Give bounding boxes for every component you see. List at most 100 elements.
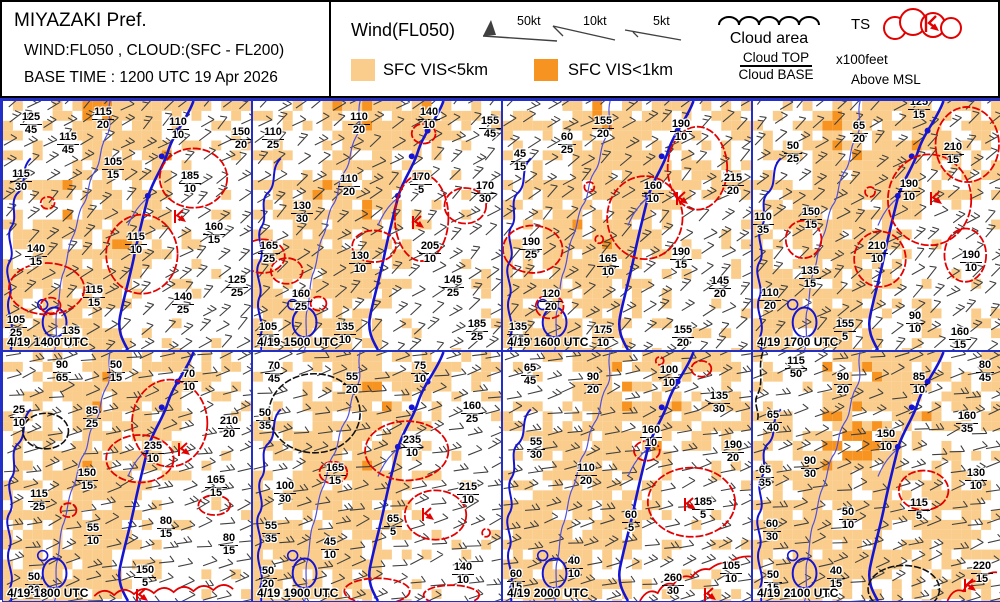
bay-loop	[541, 557, 568, 590]
red-cloud-outline	[864, 186, 876, 198]
vis1-label: SFC VIS<1km	[568, 61, 673, 79]
lake-outline	[36, 549, 49, 562]
red-cloud-outline	[309, 295, 328, 312]
black-cloud-contour	[22, 412, 70, 450]
river-branch	[627, 197, 649, 226]
west-coast-line	[506, 408, 532, 601]
cloud-top-base-legend: Cloud TOP Cloud BASE	[726, 50, 826, 82]
west-coast-line	[756, 157, 782, 350]
estuary-dot	[158, 404, 165, 411]
wind-barb-10kt: 10kt	[549, 14, 627, 49]
bay-loop	[291, 557, 318, 590]
red-cloud-outline	[105, 213, 179, 295]
red-cloud-outline	[481, 527, 491, 538]
panel-timestamp: 4/19 1400 UTC	[7, 335, 89, 349]
wind-barb-50kt: 50kt	[479, 14, 569, 49]
bay-loop	[291, 306, 318, 339]
river-line	[304, 101, 361, 350]
estuary-dot	[408, 153, 415, 160]
red-cloud-outline	[853, 230, 907, 288]
panel-timestamp: 4/19 1700 UTC	[757, 335, 839, 349]
black-cloud-contour	[867, 564, 941, 601]
thunderstorm-icon	[412, 215, 424, 229]
river-branch	[627, 448, 649, 477]
thunderstorm-icon	[676, 191, 688, 205]
red-cloud-outline	[443, 187, 488, 225]
lake-outline	[536, 549, 549, 562]
panel-map-canvas	[253, 101, 501, 350]
thunderstorm-icon	[704, 587, 716, 601]
cloud-top-label: Cloud TOP	[739, 50, 813, 67]
estuary-dot	[658, 153, 665, 160]
bay-loop	[41, 306, 68, 339]
red-cloud-outline	[8, 262, 86, 316]
river-line	[54, 352, 111, 601]
legend-box: Wind(FL050) 50kt 10kt 5kt Cloud area TS	[329, 0, 1000, 98]
estuary-dot	[394, 443, 401, 450]
east-coast-line	[118, 101, 195, 350]
red-cloud-outline	[784, 219, 823, 259]
panel-timestamp: 4/19 2000 UTC	[507, 586, 589, 600]
thunderstorm-icon	[422, 507, 434, 521]
river-branch	[377, 448, 399, 477]
red-cloud-outline	[690, 360, 713, 378]
estuary-dot	[674, 378, 681, 385]
river-branch	[377, 197, 399, 226]
cloud-area-label: Cloud area	[729, 30, 809, 47]
lake-outline	[286, 549, 299, 562]
forecast-panel-4-19-1400-UTC: 125 45 115 20 110 10 150 20 115 45 105 15 115 30 185 10…	[2, 100, 252, 351]
red-cloud-outline	[594, 234, 605, 245]
red-cloud-outline	[654, 356, 665, 366]
forecast-panel-4-19-1700-UTC: 125 15 65 20 50 25 210 15 190 10 110 35 150 15 210 10 19…	[752, 100, 1000, 351]
panel-timestamp: 4/19 1800 UTC	[7, 586, 89, 600]
page-title: MIYAZAKI Pref.	[14, 10, 147, 31]
east-coast-line	[868, 101, 945, 350]
red-cloud-outline	[131, 378, 209, 468]
vis5-swatch	[351, 59, 375, 81]
wind-barbs-layer	[503, 101, 751, 350]
estuary-dot	[644, 443, 651, 450]
lake-outline	[786, 549, 799, 562]
red-cloud-outline	[39, 195, 56, 210]
red-cloud-outline	[343, 577, 411, 601]
red-cloud-outline	[606, 175, 684, 260]
black-cloud-line	[755, 352, 764, 422]
thunderstorm-icon	[930, 191, 942, 205]
panel-timestamp: 4/19 1500 UTC	[257, 335, 339, 349]
red-cloud-outline	[403, 489, 468, 541]
ts-icon	[883, 8, 962, 40]
visibility-shading-layer	[253, 101, 501, 350]
vis1-swatch	[534, 59, 558, 81]
bay-loop	[41, 557, 68, 590]
thunderstorm-icon	[684, 497, 696, 511]
panel-map-canvas	[3, 352, 251, 601]
estuary-dot	[908, 404, 915, 411]
red-cloud-outline	[633, 440, 661, 462]
red-cloud-outline	[269, 257, 304, 285]
estuary-dot	[924, 127, 931, 134]
east-coast-line	[618, 352, 695, 601]
estuary-dot	[158, 153, 165, 160]
panel-map-canvas	[253, 352, 501, 601]
east-coast-line	[368, 101, 445, 350]
wind-barb-5kt-label: 5kt	[653, 14, 670, 28]
bay-loop	[541, 306, 568, 339]
wind-barbs-layer	[253, 101, 501, 350]
red-cloud-outline	[364, 420, 450, 482]
visibility-shading-layer	[253, 352, 501, 601]
river-line	[304, 352, 361, 601]
red-cloud-outline	[503, 224, 564, 274]
visibility-shading-layer	[503, 352, 751, 601]
red-cloud-outline	[646, 466, 737, 538]
red-cloud-line	[639, 555, 751, 601]
visibility-shading-layer	[3, 101, 251, 350]
east-coast-line	[618, 101, 695, 350]
forecast-panel-4-19-2100-UTC: 115 50 90 20 85 10 80 45 65 40 160 35 150 10 90 30 65 35 1…	[752, 351, 1000, 602]
river-line	[804, 101, 861, 350]
west-coast-line	[256, 408, 282, 601]
panel-timestamp: 4/19 1900 UTC	[257, 586, 339, 600]
panel-map-canvas	[753, 101, 1000, 350]
west-coast-line	[6, 157, 32, 350]
base-time-line: BASE TIME : 1200 UTC 19 Apr 2026	[24, 69, 278, 86]
red-cloud-outline	[943, 227, 988, 283]
